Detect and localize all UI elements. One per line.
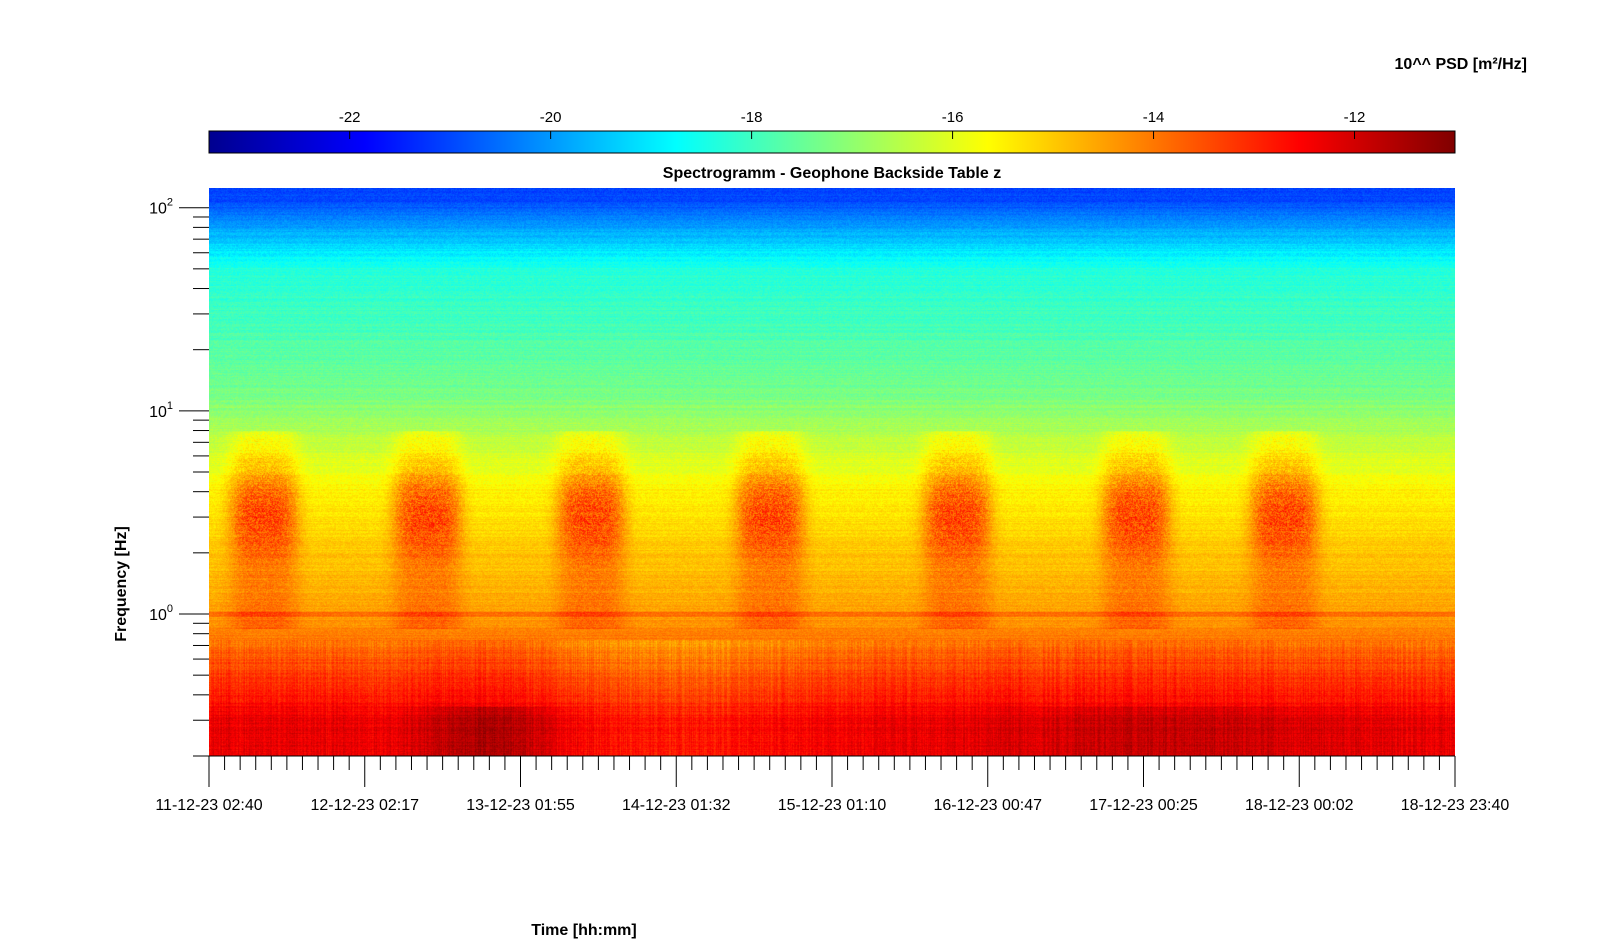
x-tick-label: 18-12-23 00:02: [1245, 797, 1354, 814]
y-tick-label: 101: [149, 400, 173, 421]
chart-title: Spectrogramm - Geophone Backside Table z: [663, 165, 1001, 182]
y-axis: 100 101 102: [149, 197, 209, 757]
colorbar-tick-label: -18: [741, 109, 763, 126]
colorbar-tick-label: -16: [942, 109, 964, 126]
x-axis-label: Time [hh:mm]: [531, 922, 636, 939]
x-tick-label: 17-12-23 00:25: [1089, 797, 1198, 814]
x-axis: 11-12-23 02:40 12-12-23 02:17 13-12-23 01:…: [155, 755, 1510, 814]
y-tick-label: 102: [149, 197, 173, 218]
x-tick-label: 14-12-23 01:32: [622, 797, 731, 814]
colorbar-ticks: -22 -20 -18 -16 -14 -12: [339, 109, 1366, 139]
x-tick-label: 13-12-23 01:55: [466, 797, 575, 814]
y-tick-label: 100: [149, 603, 173, 624]
x-tick-label: 16-12-23 00:47: [933, 797, 1042, 814]
spectrogram-image: [209, 188, 1455, 756]
x-tick-label: 15-12-23 01:10: [778, 797, 887, 814]
colorbar-tick-label: -20: [540, 109, 562, 126]
colorbar-tick-label: -12: [1344, 109, 1366, 126]
plot-area: 100 101 102 11-12-23 02:40 12-12-23 02:17 13…: [149, 188, 1509, 814]
colorbar-tick-label: -22: [339, 109, 361, 126]
x-tick-label: 18-12-23 23:40: [1401, 797, 1510, 814]
colorbar-gradient: [208, 130, 1456, 154]
colorbar: -22 -20 -18 -16 -14 -12: [208, 109, 1456, 154]
colorbar-label: 10^^ PSD [m²/Hz]: [1395, 56, 1527, 73]
y-axis-label: Frequency [Hz]: [113, 526, 130, 642]
colorbar-tick-label: -14: [1143, 109, 1165, 126]
x-tick-label: 11-12-23 02:40: [155, 797, 262, 814]
x-tick-label: 12-12-23 02:17: [310, 797, 419, 814]
